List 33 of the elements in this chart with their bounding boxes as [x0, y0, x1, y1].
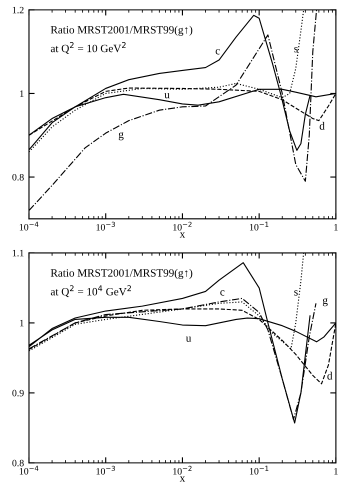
series-label: c	[216, 49, 220, 54]
y-tick-label: 1.1	[12, 250, 24, 256]
y-tick-label: 1.2	[12, 6, 24, 14]
x-tick-label: 10$^{−2}$	[173, 466, 192, 475]
annotation: Ratio MRST2001/MRST99(g↑)	[50, 268, 192, 279]
y-tick-label: 0.9	[12, 390, 24, 396]
y-tick-label: 1	[20, 320, 24, 326]
x-axis-title: x	[180, 232, 186, 238]
y-tick-label: 0.8	[12, 460, 24, 466]
series-label: s	[294, 47, 298, 52]
series-label: s	[294, 290, 298, 296]
series-label: u	[186, 336, 192, 342]
annotation: at Q$^{2}$ = 10 GeV$^{2}$	[50, 42, 126, 54]
x-tick-label: 10$^{−4}$	[20, 222, 38, 231]
x-tick-label: 10$^{−3}$	[96, 222, 115, 231]
series-label: g	[118, 132, 124, 140]
x-tick-label: 10$^{−1}$	[250, 222, 268, 231]
annotation: Ratio MRST2001/MRST99(g↑)	[50, 26, 192, 36]
x-tick-label: 1	[334, 224, 338, 230]
x-tick-label: 10$^{−4}$	[20, 466, 38, 475]
x-tick-label: 10$^{−3}$	[96, 466, 115, 475]
x-tick-label: 1	[334, 468, 338, 474]
series-label: c	[220, 290, 224, 296]
series-label: d	[320, 122, 325, 130]
series-label: u	[164, 93, 170, 98]
y-tick-label: 1	[20, 90, 24, 97]
annotation: at Q$^{2}$ = 10$^{4}$ GeV$^{2}$	[50, 285, 131, 298]
x-axis-title: x	[180, 476, 186, 482]
x-tick-label: 10$^{−1}$	[250, 466, 268, 475]
x-tick-label: 10$^{−2}$	[173, 222, 192, 231]
y-tick-label: 0.8	[12, 174, 24, 181]
series-label: d	[327, 372, 332, 380]
series-label: g	[322, 298, 328, 306]
